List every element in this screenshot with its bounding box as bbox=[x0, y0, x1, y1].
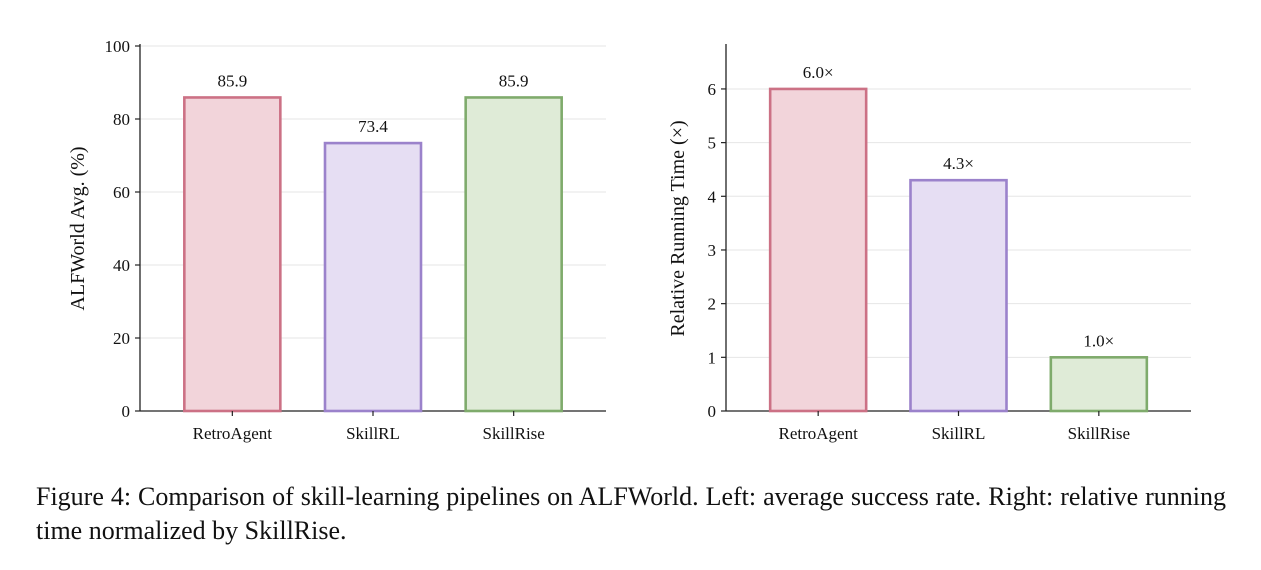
left-bar-value-label: 85.9 bbox=[499, 71, 529, 90]
left-y-tick-label: 40 bbox=[113, 256, 130, 275]
right-y-tick-label: 3 bbox=[708, 241, 717, 260]
right-bar-skillrl bbox=[909, 178, 1008, 413]
right-y-tick-label: 4 bbox=[708, 187, 717, 206]
right-x-tick-label: SkillRL bbox=[932, 424, 986, 443]
left-y-tick-label: 20 bbox=[113, 329, 130, 348]
left-x-tick-label: SkillRise bbox=[482, 424, 544, 443]
left-y-tick-label: 100 bbox=[105, 37, 131, 56]
left-y-tick-label: 60 bbox=[113, 183, 130, 202]
left-bar-retroagent bbox=[183, 96, 282, 413]
right-bar-retroagent bbox=[768, 87, 868, 413]
left-x-tick-label: RetroAgent bbox=[193, 424, 273, 443]
left-bar-value-label: 85.9 bbox=[217, 71, 247, 90]
right-y-tick-label: 6 bbox=[708, 80, 717, 99]
right-bar-value-label: 1.0× bbox=[1083, 331, 1114, 350]
right-y-tick-label: 0 bbox=[708, 402, 717, 421]
left-y-tick-label: 80 bbox=[113, 110, 130, 129]
right-y-axis-label: Relative Running Time (×) bbox=[667, 120, 689, 336]
figure: 0 20 40 60 80 100 ALFWorld Avg. (%) 85.9 RetroAg… bbox=[67, 37, 1191, 443]
right-bar-value-label: 6.0× bbox=[803, 63, 834, 82]
right-x-tick-label: RetroAgent bbox=[779, 424, 859, 443]
right-y-tick-label: 2 bbox=[708, 295, 717, 314]
right-bar-value-label: 4.3× bbox=[943, 154, 974, 173]
figure-caption: Figure 4: Comparison of skill-learning p… bbox=[36, 482, 1226, 545]
left-x-tick-label: SkillRL bbox=[346, 424, 400, 443]
right-x-tick-label: SkillRise bbox=[1068, 424, 1130, 443]
right-bar-skillrise bbox=[1049, 356, 1149, 413]
left-bar-value-label: 73.4 bbox=[358, 117, 388, 136]
right-y-tick-label: 1 bbox=[708, 348, 717, 367]
right-y-tick-label: 5 bbox=[708, 134, 717, 153]
left-bar-skillrise bbox=[464, 96, 563, 413]
left-y-axis-label: ALFWorld Avg. (%) bbox=[67, 146, 89, 310]
left-bar-skillrl bbox=[323, 141, 423, 413]
left-y-tick-label: 0 bbox=[122, 402, 131, 421]
